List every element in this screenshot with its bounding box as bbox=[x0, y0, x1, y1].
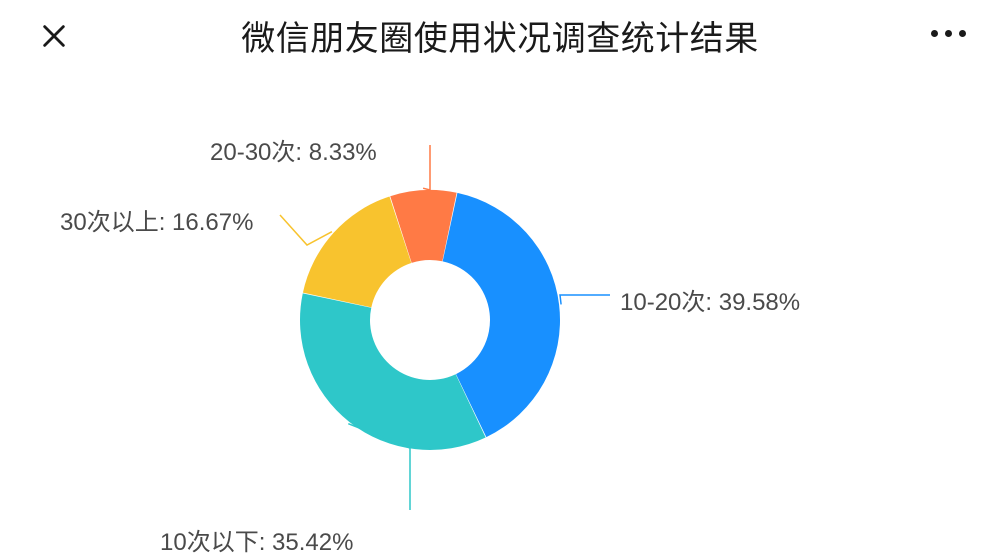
leader-line-s1 bbox=[560, 295, 610, 304]
page-title: 微信朋友圈使用状况调查统计结果 bbox=[241, 11, 759, 60]
slice-label-10-below: 10次以下: 35.42% bbox=[160, 522, 353, 557]
close-icon[interactable] bbox=[40, 22, 68, 50]
leader-line-s4 bbox=[423, 145, 430, 190]
slice-label-30-above: 30次以上: 16.67% bbox=[60, 202, 253, 237]
slice-label-20-30: 20-30次: 8.33% bbox=[210, 132, 377, 167]
slice-s3[interactable] bbox=[303, 196, 411, 307]
title-fade-overlay bbox=[810, 0, 900, 70]
more-icon[interactable] bbox=[931, 30, 966, 37]
slice-label-10-20: 10-20次: 39.58% bbox=[620, 282, 800, 317]
topbar: 微信朋友圈使用状况调查统计结果 bbox=[0, 0, 1000, 70]
donut-chart: 10-20次: 39.58% 10次以下: 35.42% 30次以上: 16.6… bbox=[0, 70, 1000, 559]
leader-line-s3 bbox=[280, 215, 332, 245]
slice-s2[interactable] bbox=[300, 293, 486, 450]
